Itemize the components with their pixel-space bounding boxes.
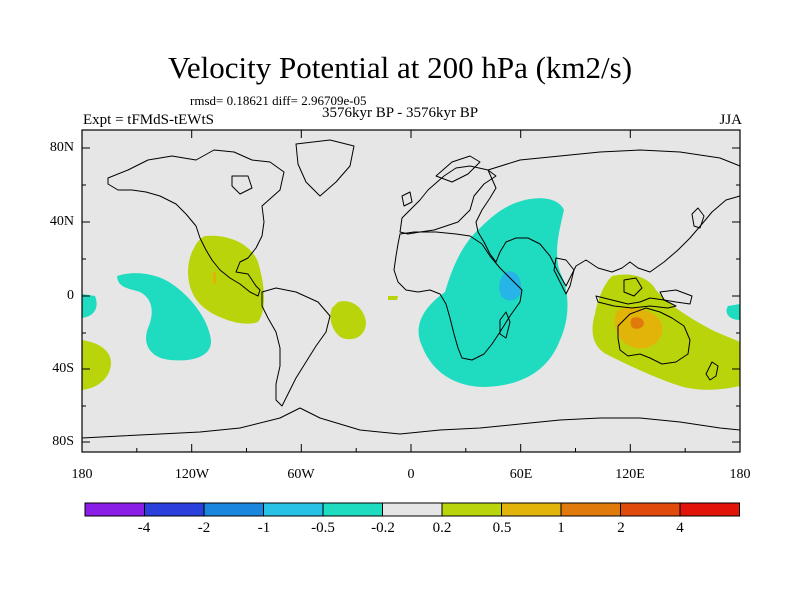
coast-indonesia [595, 295, 677, 309]
lon-label-180e: 180 [729, 467, 751, 482]
positive-patch-central-america [188, 235, 265, 324]
colorbar-label-4: -0.5 [311, 520, 335, 536]
coast-borneo [623, 277, 643, 297]
lat-label-80n: 80N [49, 140, 74, 155]
coast-north-america [107, 149, 285, 297]
positive-patch-south-america [330, 301, 366, 340]
colorbar-label-1: -4 [137, 520, 151, 536]
coast-madagascar [499, 311, 511, 339]
coast-scandinavia [435, 155, 481, 183]
coast-new-guinea [659, 289, 693, 305]
positive-patch-southwest-pacific [82, 340, 111, 390]
coast-british-isles [401, 191, 413, 207]
colorbar-label-7: 0.5 [492, 520, 512, 536]
negative-patch-date-line [726, 304, 740, 320]
colorbar-label-5: -0.2 [371, 520, 395, 536]
colorbar-bin-3 [203, 502, 264, 517]
season-label: JJA [719, 112, 742, 128]
colorbar-bin-4 [263, 502, 324, 517]
colorbar-bin-6 [382, 502, 443, 517]
coast-hudson-bay [231, 175, 253, 195]
negative-patch-east-pacific [117, 273, 212, 361]
lat-label-80s: 80S [52, 434, 74, 449]
coast-africa [393, 231, 523, 361]
negative-core-east-africa [499, 271, 522, 301]
colorbar-bin-1 [84, 502, 145, 517]
colorbar-label-10: 4 [676, 520, 684, 536]
colorbar [84, 502, 740, 517]
colorbar-bin-9 [560, 502, 621, 517]
negative-patch-west-pacific [82, 294, 97, 318]
lat-label-equator: 0 [67, 288, 74, 303]
positive-patch-africa-coast [388, 296, 398, 300]
coast-greenland [295, 139, 355, 197]
coast-india [553, 257, 575, 295]
coastlines [81, 139, 741, 439]
period-label: 3576kyr BP - 3576kyr BP [322, 105, 479, 121]
colorbar-label-9: 2 [617, 520, 625, 536]
coast-asia [475, 149, 741, 287]
positive-core-central-america [213, 272, 216, 284]
experiment-label: Expt = tFMdS-tEWtS [83, 112, 214, 128]
colorbar-bin-8 [501, 502, 562, 517]
lat-label-40n: 40N [49, 214, 74, 229]
lon-label-120w: 120W [174, 467, 210, 482]
lon-label-60e: 60E [509, 467, 533, 482]
colorbar-bin-5 [322, 502, 383, 517]
stats-text: rmsd= 0.18621 diff= 2.96709e-05 [190, 93, 367, 108]
lat-label-40s: 40S [52, 361, 74, 376]
colorbar-bin-11 [679, 502, 740, 517]
colorbar-bin-10 [620, 502, 681, 517]
coast-south-america [261, 287, 331, 407]
lon-label-120e: 120E [615, 467, 645, 482]
colorbar-label-8: 1 [557, 520, 565, 536]
coast-new-zealand [705, 361, 719, 381]
coast-antarctica [81, 407, 741, 439]
lon-label-60w: 60W [287, 467, 315, 482]
colorbar-label-6: 0.2 [432, 520, 452, 536]
coast-australia [617, 307, 691, 365]
lon-label-0: 0 [407, 467, 415, 482]
lon-label-180w: 180 [71, 467, 93, 482]
colorbar-bin-7 [441, 502, 502, 517]
latitude-ticks [82, 147, 740, 443]
colorbar-bin-2 [144, 502, 205, 517]
strong-positive-core [630, 317, 644, 329]
longitude-ticks [81, 130, 741, 452]
colorbar-label-2: -2 [197, 520, 211, 536]
coast-europe [399, 165, 497, 235]
map-title: Velocity Potential at 200 hPa (km2/s) [167, 50, 633, 85]
colorbar-label-3: -1 [257, 520, 271, 536]
coast-japan [691, 207, 705, 229]
